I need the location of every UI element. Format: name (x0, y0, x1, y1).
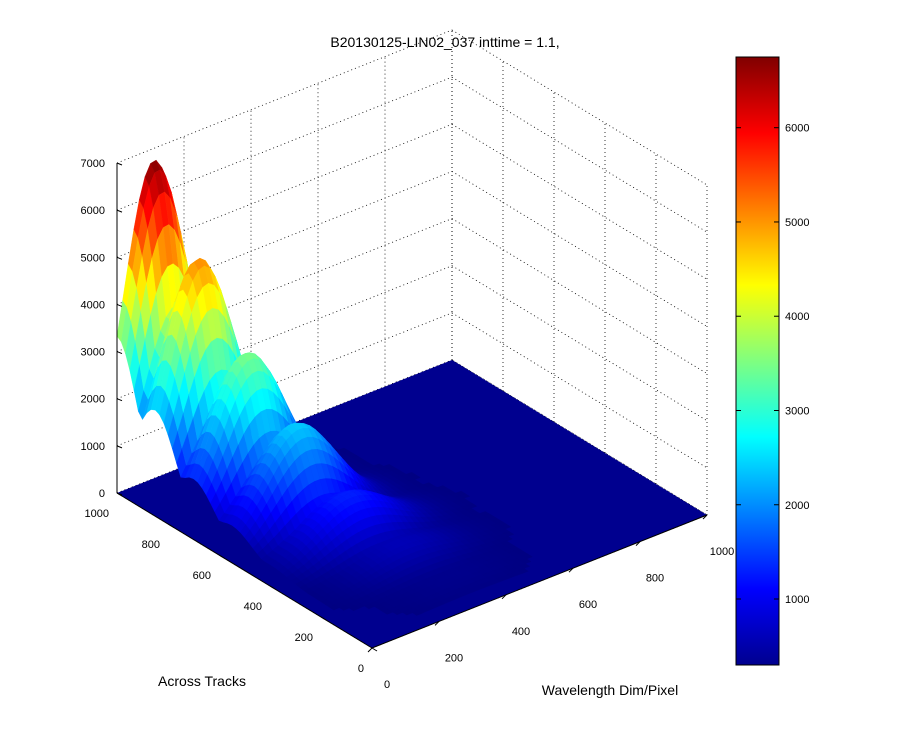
z-tick-mark (116, 445, 123, 449)
z-tick-label: 7000 (81, 158, 105, 170)
z-tick-mark (116, 256, 123, 260)
colorbar-tick-label: 1000 (785, 594, 809, 606)
grid-line (451, 218, 708, 374)
x-tick-label: 200 (295, 632, 313, 644)
colorbar-tick-label: 4000 (785, 311, 809, 323)
surface-patch (500, 523, 512, 530)
grid-line (451, 171, 708, 327)
colorbar-tick-label: 3000 (785, 405, 809, 417)
surface-patch (519, 563, 531, 569)
x-tick-label: 0 (358, 663, 364, 675)
x-tick-label: 400 (244, 601, 262, 613)
colorbar-tick-label: 6000 (785, 123, 809, 135)
y-tick-mark (501, 594, 507, 600)
chart-title: B20130125-LIN02_037 inttime = 1.1, (330, 34, 559, 50)
z-tick-label: 1000 (81, 441, 105, 453)
z-tick-label: 2000 (81, 394, 105, 406)
axes: 0 200 400 600 800 1000 0 200 400 600 800 1000 0 1000 2… (81, 158, 735, 691)
x-tick-mark (371, 647, 378, 652)
colorbar-gradient (735, 56, 780, 666)
y-tick-label: 0 (384, 679, 390, 691)
x-axis-line (116, 492, 373, 649)
surface-patch (459, 493, 471, 499)
surface (116, 159, 707, 648)
x-tick-mark (320, 616, 327, 621)
grid-line (451, 265, 708, 422)
z-tick-label: 4000 (81, 299, 105, 311)
grid-line (451, 359, 708, 516)
colorbar-tick-label: 5000 (785, 217, 809, 229)
y-tick-label: 400 (512, 626, 530, 638)
y-tick-mark (635, 541, 641, 546)
surface-patch (518, 568, 529, 574)
y-tick-label: 200 (445, 652, 463, 664)
x-tick-label: 1000 (85, 508, 109, 520)
surface-patch (503, 531, 515, 537)
y-tick-label: 1000 (710, 546, 734, 558)
grid-line (451, 29, 708, 186)
x-tick-mark (218, 554, 225, 559)
z-tick-label: 6000 (81, 205, 105, 217)
z-tick-mark (116, 162, 123, 166)
y-tick-mark (434, 621, 440, 626)
x-tick-label: 800 (142, 539, 160, 551)
surface-patch (520, 558, 532, 564)
z-tick-label: 3000 (81, 347, 105, 359)
grid-line (116, 29, 453, 164)
grid-line (451, 76, 708, 233)
grid-line (116, 76, 453, 211)
x-tick-label: 600 (193, 570, 211, 582)
surface-patch (466, 503, 478, 509)
z-tick-mark (116, 209, 123, 213)
y-axis-line (371, 514, 708, 649)
surface-patch (522, 553, 533, 560)
grid-line (451, 312, 708, 469)
surface-patch (502, 536, 513, 542)
x-tick-mark (167, 523, 174, 528)
x-axis-label: Across Tracks (158, 673, 246, 689)
colorbar: 1000 2000 3000 4000 5000 6000 (735, 56, 809, 666)
y-tick-mark (702, 514, 708, 520)
colorbar-tick-label: 2000 (785, 500, 809, 512)
y-tick-mark (367, 647, 373, 653)
z-tick-mark (116, 351, 123, 355)
grid-line (451, 123, 708, 280)
z-tick-label: 5000 (81, 252, 105, 264)
colorbar-ticks: 1000 2000 3000 4000 5000 6000 (736, 123, 809, 606)
z-tick-mark (116, 492, 123, 496)
y-tick-label: 600 (579, 599, 597, 611)
z-tick-label: 0 (99, 488, 105, 500)
y-axis-label: Wavelength Dim/Pixel (542, 682, 678, 698)
surface-patch (409, 474, 421, 480)
x-tick-mark (269, 585, 276, 590)
y-tick-label: 800 (646, 573, 664, 585)
y-tick-mark (568, 567, 574, 573)
z-tick-mark (116, 398, 123, 402)
z-tick-mark (116, 303, 123, 307)
